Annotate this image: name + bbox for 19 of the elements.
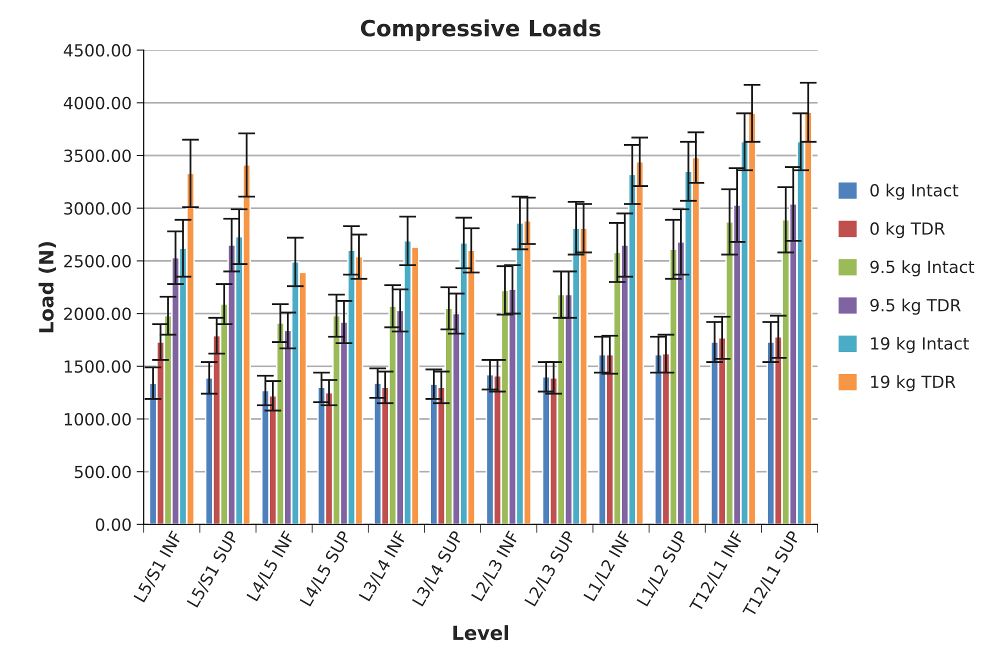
y-tick-label: 2000.00 bbox=[64, 308, 131, 320]
legend-label: 19 kg TDR bbox=[871, 375, 956, 392]
y-tick-label: 0.00 bbox=[96, 518, 131, 531]
legend-label: 9.5 kg TDR bbox=[870, 298, 961, 315]
y-axis-title: Load (N) bbox=[38, 242, 56, 332]
y-tick-label: 500.00 bbox=[74, 466, 131, 478]
y-tick-label: 2500.00 bbox=[64, 254, 131, 268]
y-tick-label: 1000.00 bbox=[64, 412, 131, 426]
legend-label: 19 kg Intact bbox=[871, 336, 969, 354]
y-tick-label: 1500.00 bbox=[64, 360, 131, 373]
legend-label: 0 kg Intact bbox=[870, 184, 958, 200]
chart-title: Compressive Loads bbox=[360, 19, 600, 41]
y-tick-label: 3000.00 bbox=[64, 202, 131, 215]
y-tick-label: 4500.00 bbox=[64, 44, 131, 57]
legend-label: 9.5 kg Intact bbox=[870, 260, 974, 276]
legend-label: 0 kg TDR bbox=[870, 222, 945, 238]
x-axis-title: Level bbox=[453, 625, 508, 640]
y-tick-label: 4000.00 bbox=[64, 96, 131, 110]
y-tick-label: 3500.00 bbox=[64, 149, 131, 162]
